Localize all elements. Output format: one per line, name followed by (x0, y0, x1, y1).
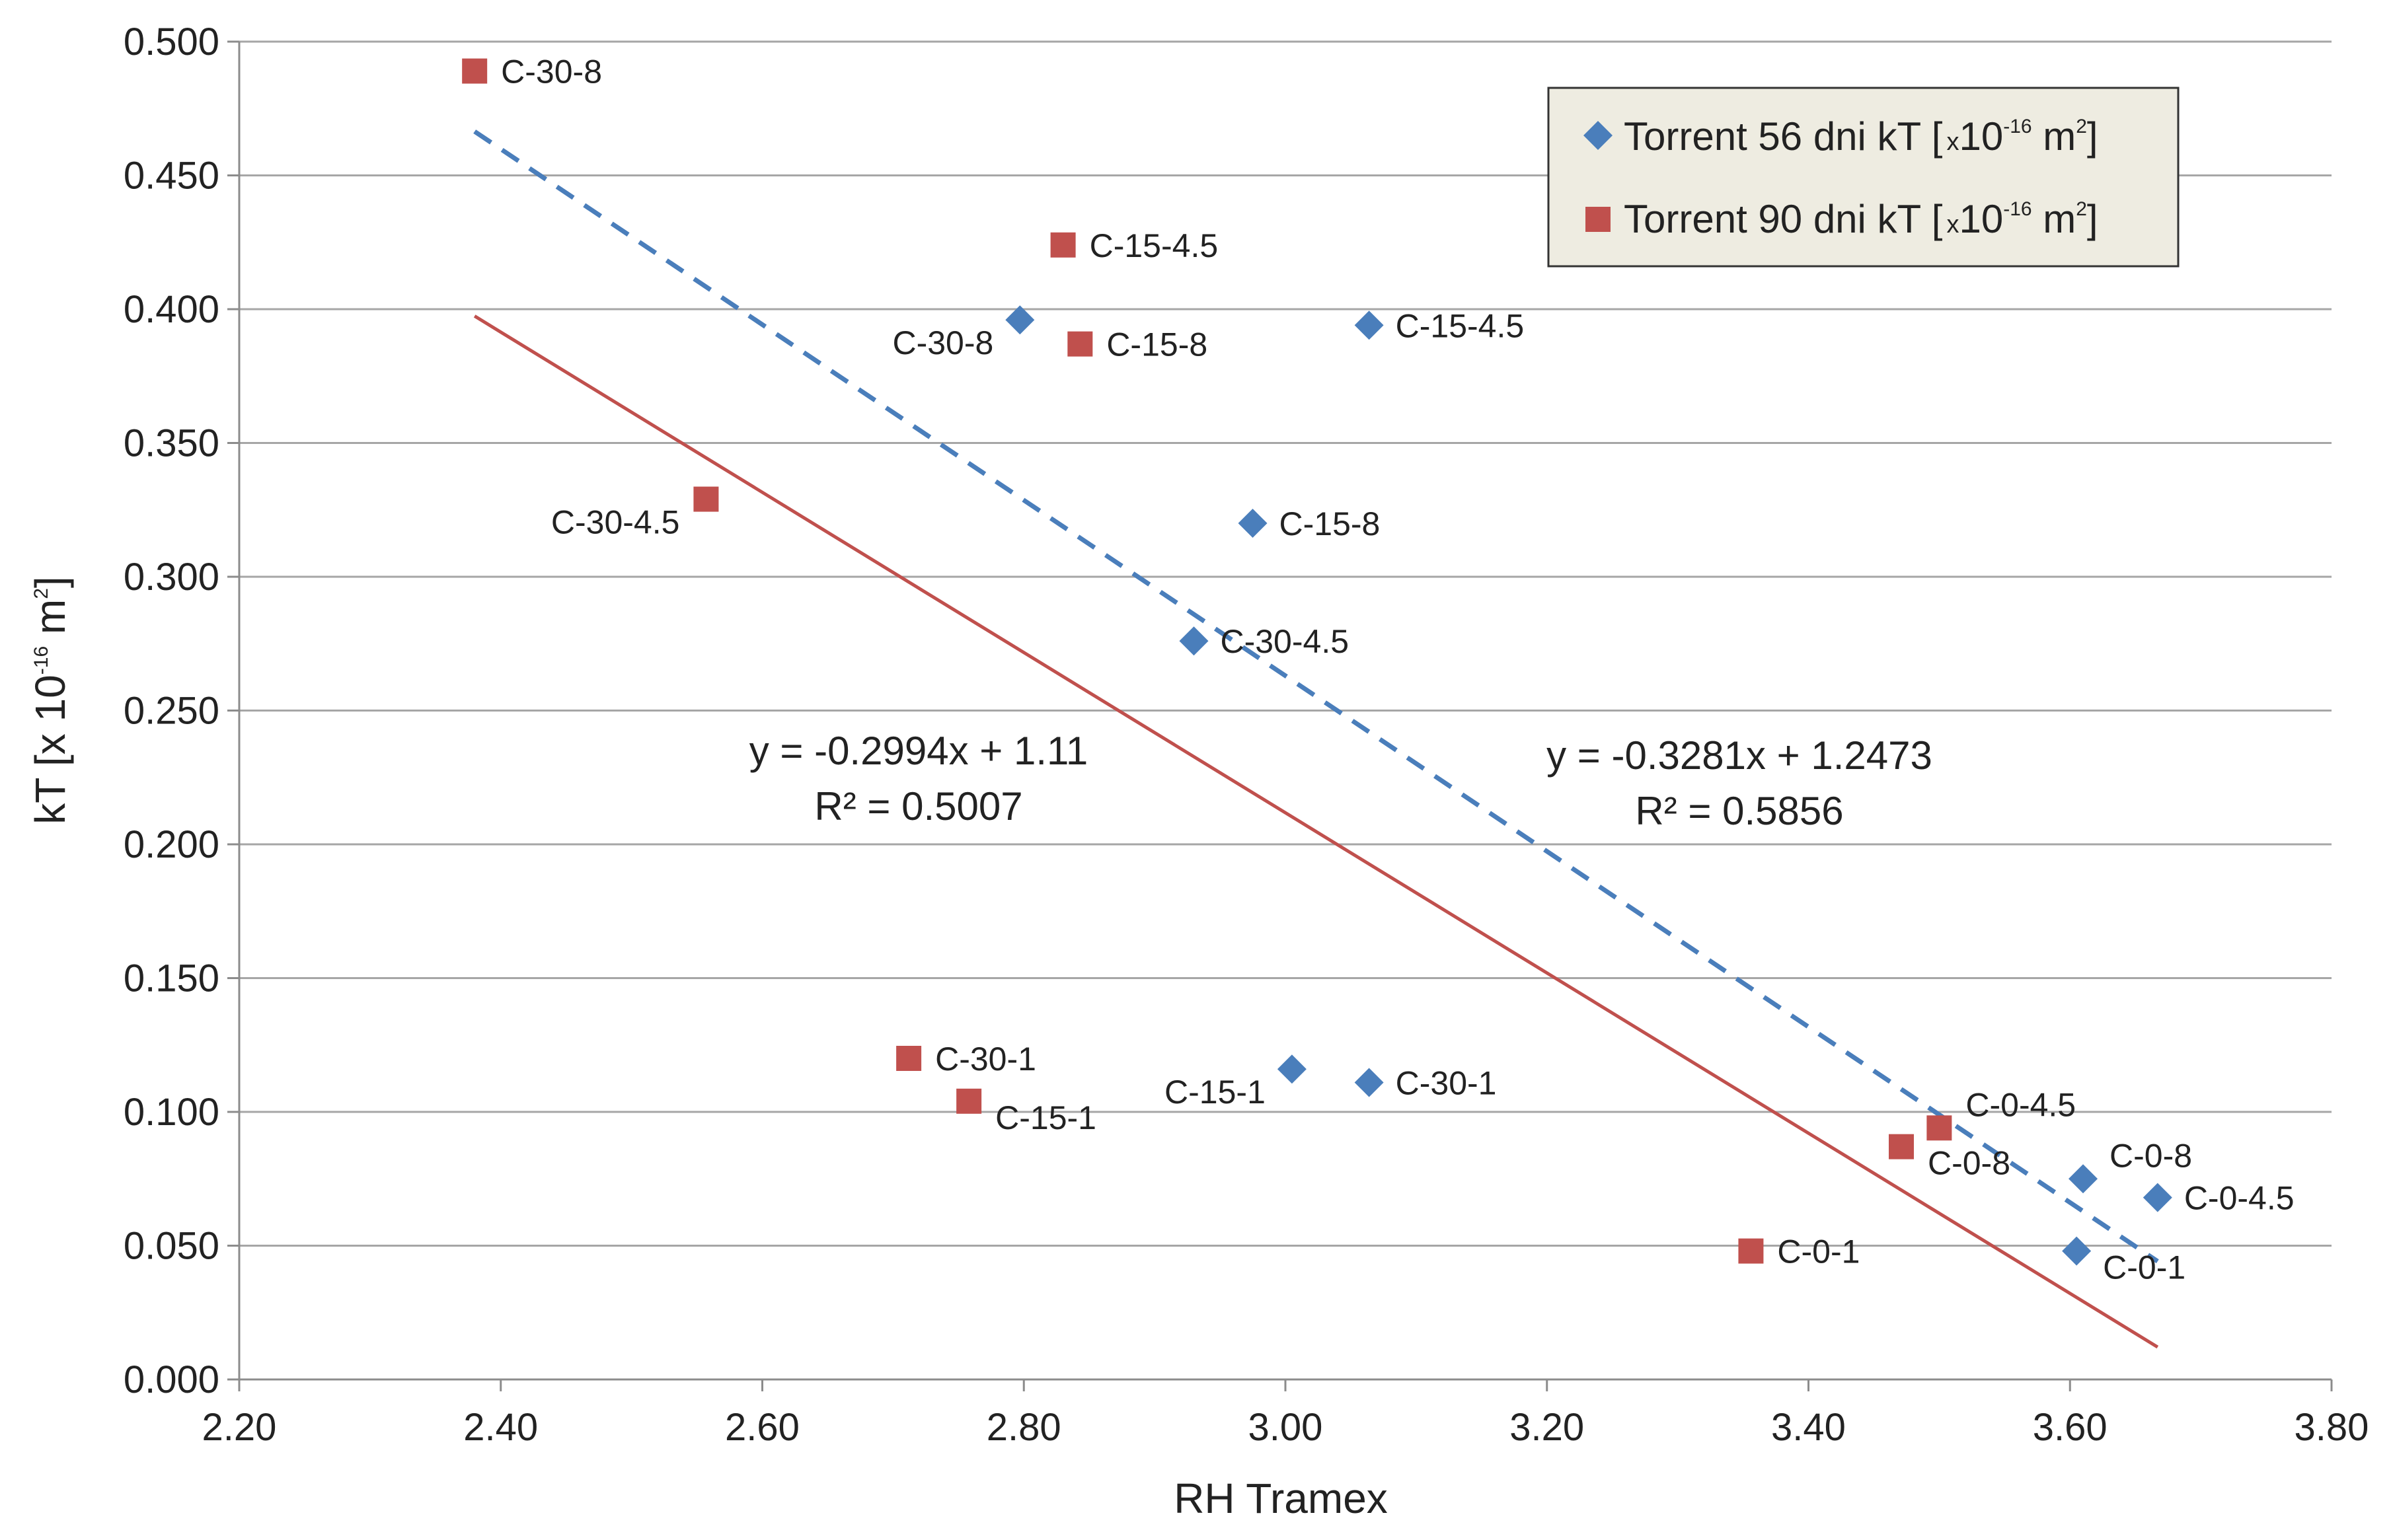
data-point-diamond (1354, 311, 1384, 340)
data-point-diamond (1005, 305, 1035, 335)
x-tick-label: 2.80 (987, 1406, 1061, 1449)
data-point-label: C-0-4.5 (1965, 1086, 2076, 1123)
y-axis-title: kT [x 10-16 m2] (26, 576, 74, 824)
data-point-label: C-15-4.5 (1090, 227, 1219, 264)
trendline-90-dni (473, 314, 2159, 1349)
y-tick-label: 0.200 (124, 823, 219, 866)
x-tick-label: 3.20 (1509, 1406, 1584, 1449)
legend: Torrent 56 dni kT [x10-16 m2] Torrent 90… (1547, 87, 2180, 268)
y-tick-label: 0.250 (124, 690, 219, 733)
legend-box (1547, 87, 2180, 268)
data-point-label: C-30-8 (501, 54, 602, 91)
trendlines (473, 129, 2159, 1349)
data-point-label: C-0-8 (2109, 1137, 2192, 1174)
data-point-diamond (1238, 509, 1268, 538)
data-point-label: C-15-4.5 (1396, 307, 1525, 344)
gridlines (239, 40, 2332, 1247)
legend-label-56-dni: Torrent 56 dni kT [x10-16 m2] (1624, 114, 2098, 159)
axes (227, 40, 2333, 1391)
trendline-equation: y = -0.3281x + 1.2473 (1546, 733, 1932, 778)
x-tick-label: 3.40 (1771, 1406, 1846, 1449)
y-tick-label: 0.350 (124, 422, 219, 465)
x-tick-labels: 2.20 2.40 2.60 2.80 3.00 3.20 3.40 3.60 3.80 (202, 1406, 2369, 1449)
data-point-diamond (1277, 1054, 1307, 1084)
data-point-square (956, 1088, 982, 1114)
y-tick-label: 0.400 (124, 288, 219, 331)
x-tick-label: 2.60 (725, 1406, 800, 1449)
data-point-label: C-15-8 (1106, 326, 1207, 363)
data-point-label: C-15-8 (1279, 505, 1381, 542)
data-point-label: C-30-4.5 (1220, 623, 1349, 660)
data-point-label: C-30-1 (935, 1041, 1036, 1078)
data-point-square (1067, 331, 1093, 357)
legend-diamond-marker (1583, 121, 1613, 150)
data-point-square (1888, 1134, 1914, 1159)
data-point-label: C-0-1 (2103, 1249, 2185, 1286)
x-tick-label: 3.60 (2033, 1406, 2108, 1449)
data-point-square (1738, 1238, 1764, 1264)
data-point-label: C-30-4.5 (551, 504, 680, 541)
data-point-label: C-15-1 (1164, 1074, 1266, 1111)
y-tick-label: 0.450 (124, 155, 219, 198)
y-tick-label: 0.300 (124, 556, 219, 599)
data-points (462, 58, 2172, 1266)
data-point-diamond (1354, 1068, 1384, 1097)
data-point-diamond (2069, 1164, 2098, 1194)
legend-square-marker (1585, 207, 1611, 232)
data-point-diamond (2143, 1183, 2172, 1212)
trendline-equations: y = -0.3281x + 1.2473 R² = 0.5856 y = -0.2… (749, 729, 1932, 833)
data-point-square (462, 58, 488, 84)
y-tick-labels: 0.000 0.050 0.100 0.150 0.200 0.250 0.300 0.350… (124, 20, 219, 1401)
trendline-r-squared: R² = 0.5007 (814, 784, 1022, 828)
data-point-label: C-0-8 (1928, 1145, 2010, 1182)
data-point-diamond (1179, 626, 1209, 656)
trendline-r-squared: R² = 0.5856 (1635, 789, 1843, 833)
y-tick-label: 0.050 (124, 1225, 219, 1268)
x-tick-label: 2.20 (202, 1406, 277, 1449)
x-tick-label: 3.80 (2295, 1406, 2369, 1449)
x-tick-label: 3.00 (1248, 1406, 1323, 1449)
y-tick-label: 0.100 (124, 1091, 219, 1134)
legend-label-90-dni: Torrent 90 dni kT [x10-16 m2] (1624, 197, 2098, 241)
data-point-square (896, 1046, 922, 1071)
trendline-56-dni (473, 129, 2159, 1264)
y-tick-label: 0.000 (124, 1358, 219, 1401)
x-tick-label: 2.40 (463, 1406, 538, 1449)
x-axis-title: RH Tramex (1174, 1475, 1388, 1522)
legend-item-56-dni: Torrent 56 dni kT [x10-16 m2] (1583, 114, 2098, 159)
data-point-diamond (2062, 1236, 2092, 1266)
data-point-label: C-0-1 (1777, 1233, 1860, 1270)
data-point-label: C-30-8 (892, 324, 993, 361)
trendline-equation: y = -0.2994x + 1.11 (749, 729, 1088, 773)
data-point-label: C-15-1 (995, 1099, 1096, 1136)
data-point-square (1926, 1115, 1952, 1141)
y-tick-label: 0.150 (124, 957, 219, 1000)
data-point-square (1050, 232, 1076, 258)
point-labels: C-30-8 C-15-4.5 C-15-8 C-30-4.5 C-15-1 C-30-1… (501, 54, 2294, 1286)
data-point-label: C-0-4.5 (2184, 1180, 2295, 1217)
y-tick-label: 0.500 (124, 20, 219, 63)
legend-item-90-dni: Torrent 90 dni kT [x10-16 m2] (1585, 197, 2098, 241)
data-point-square (693, 486, 719, 512)
data-point-label: C-30-1 (1396, 1064, 1497, 1101)
